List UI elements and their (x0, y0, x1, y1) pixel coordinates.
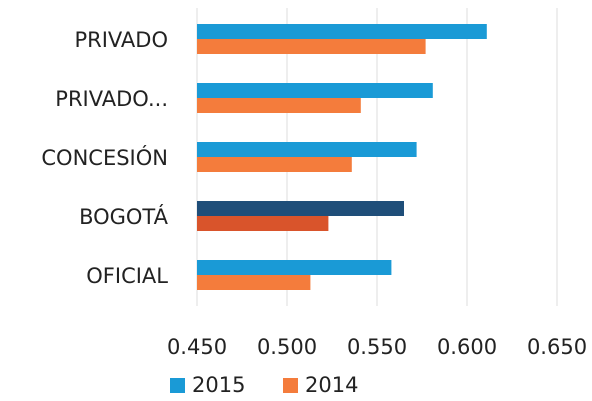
y-tick-label: PRIVADO (74, 28, 168, 52)
legend-swatch (283, 378, 298, 393)
bar (197, 39, 426, 54)
bar (197, 98, 361, 113)
legend-swatch (170, 378, 185, 393)
bar (197, 83, 433, 98)
bar (197, 157, 352, 172)
x-tick-label: 0.650 (527, 335, 587, 359)
bar (197, 24, 487, 39)
bar (197, 142, 417, 157)
y-tick-label: CONCESIÓN (41, 145, 168, 170)
y-tick-label: OFICIAL (86, 264, 168, 288)
bar (197, 275, 311, 290)
x-tick-label: 0.550 (347, 335, 407, 359)
bar (197, 216, 329, 231)
x-tick-label: 0.600 (437, 335, 497, 359)
legend-label: 2014 (305, 373, 358, 397)
y-tick-label: PRIVADO... (55, 87, 168, 111)
x-tick-label: 0.450 (167, 335, 227, 359)
y-tick-label: BOGOTÁ (79, 204, 169, 229)
x-tick-label: 0.500 (257, 335, 317, 359)
bar (197, 201, 404, 216)
legend-label: 2015 (192, 373, 245, 397)
bar (197, 260, 392, 275)
